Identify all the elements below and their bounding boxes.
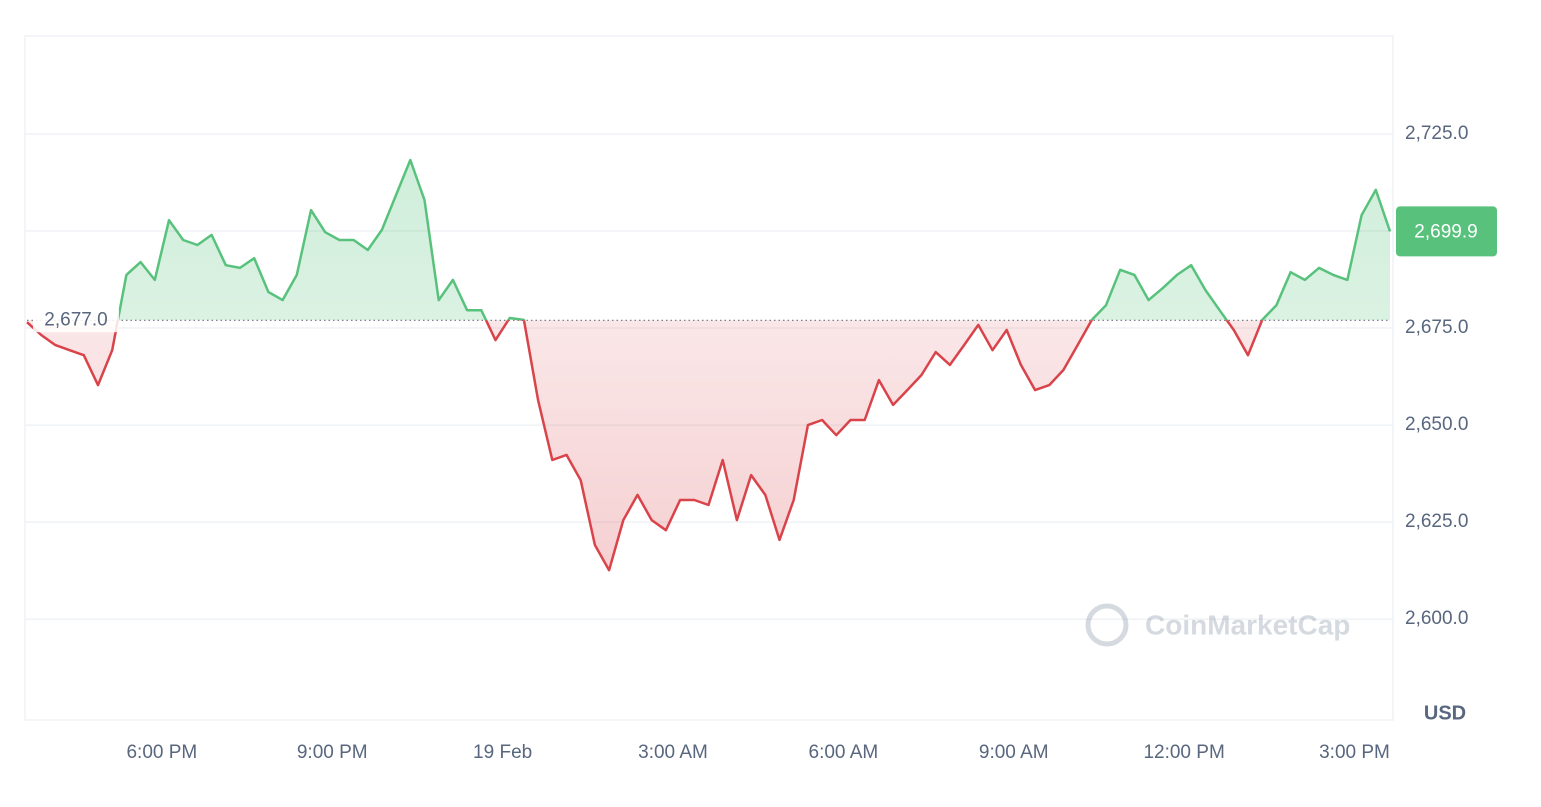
price-tag-label: 2,699.9: [1414, 221, 1477, 242]
watermark-text: CoinMarketCap: [1145, 609, 1350, 640]
x-tick-label: 9:00 AM: [979, 742, 1049, 763]
reference-label: 2,677.0: [44, 309, 107, 330]
x-tick-label: 12:00 PM: [1143, 742, 1224, 763]
area-up: [117, 160, 1390, 321]
price-line-up: [116, 158, 1392, 321]
x-tick-label: 6:00 PM: [126, 742, 197, 763]
plot-frame: [24, 35, 1394, 721]
x-tick-label: 3:00 PM: [1319, 742, 1390, 763]
watermark-logo: [1085, 603, 1129, 647]
price-line-down: [26, 320, 1264, 572]
grid: [25, 133, 1393, 620]
plot: 2,677.0: [26, 158, 1392, 572]
y-tick-label: 2,650.0: [1405, 414, 1468, 435]
x-tick-label: 9:00 PM: [297, 742, 368, 763]
y-tick-label: 2,725.0: [1405, 123, 1468, 144]
price-tag: [1396, 206, 1497, 257]
y-tick-label: 2,600.0: [1405, 608, 1468, 629]
x-tick-label: 6:00 AM: [809, 742, 879, 763]
watermark: CoinMarketCap: [1085, 603, 1350, 647]
y-tick-label: 2,625.0: [1405, 511, 1468, 532]
x-tick-label: 3:00 AM: [638, 742, 708, 763]
reference-label-bg: [33, 306, 119, 333]
area-down: [27, 320, 1390, 571]
y-tick-label: 2,675.0: [1405, 317, 1468, 338]
unit-label: USD: [1424, 702, 1466, 724]
x-tick-label: 19 Feb: [473, 742, 532, 763]
